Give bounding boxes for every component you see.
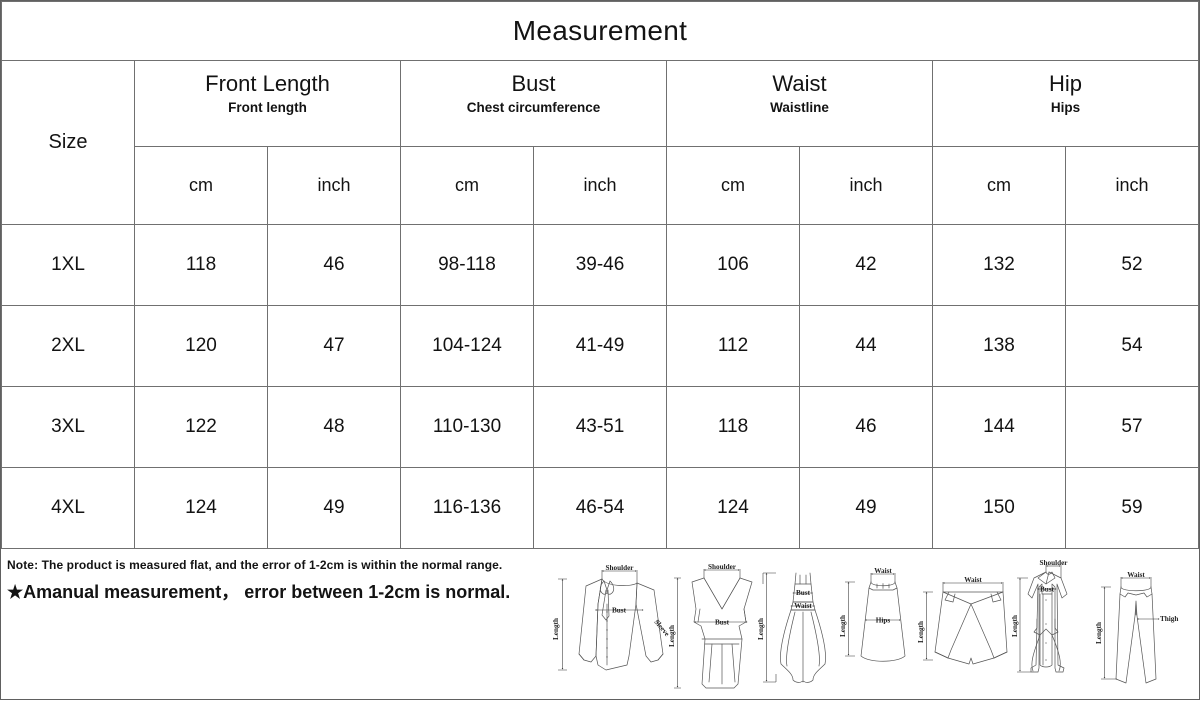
svg-text:Length: Length [917,621,925,643]
svg-text:Bust: Bust [612,607,627,615]
svg-text:Thigh: Thigh [1160,615,1178,623]
svg-text:Length: Length [757,618,765,640]
svg-text:Length: Length [552,618,560,640]
svg-text:Bust: Bust [1040,586,1055,594]
svg-text:Length: Length [1011,615,1019,637]
svg-text:Shoulder: Shoulder [1040,559,1069,567]
svg-text:Waist: Waist [874,567,892,575]
svg-text:Hips: Hips [876,617,891,625]
svg-text:Waist: Waist [1127,571,1145,579]
svg-text:Bust: Bust [715,619,730,627]
svg-text:Length: Length [839,615,847,637]
svg-text:Shoulder: Shoulder [708,563,737,571]
svg-text:Waist: Waist [964,576,982,584]
svg-text:Length: Length [1095,622,1103,644]
svg-text:Shoulder: Shoulder [606,564,635,572]
svg-text:Waist: Waist [794,602,812,610]
svg-text:Length: Length [668,625,676,647]
svg-text:Bust: Bust [796,589,811,597]
